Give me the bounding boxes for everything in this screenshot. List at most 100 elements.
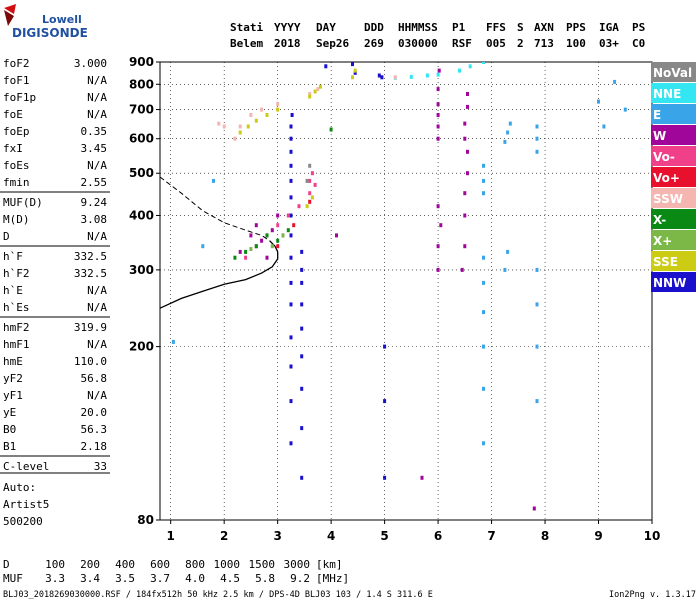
- header-label: AXN: [534, 21, 554, 34]
- echo-point: [238, 249, 242, 254]
- echo-point: [281, 233, 285, 238]
- echo-point: [377, 73, 381, 78]
- echo-point: [503, 267, 507, 272]
- logo: Lowell DIGISONDE: [4, 4, 88, 40]
- echo-point: [436, 204, 440, 209]
- echo-point: [436, 87, 440, 92]
- echo-point: [244, 249, 248, 254]
- echo-point: [335, 233, 338, 238]
- profile-layer: [160, 176, 279, 309]
- echo-point: [463, 121, 467, 126]
- echo-point: [289, 399, 293, 404]
- echo-point: [436, 124, 440, 129]
- echo-point: [300, 354, 304, 359]
- legend-swatch: [651, 125, 696, 145]
- legend-label: X+: [653, 234, 672, 248]
- echo-point: [436, 102, 440, 107]
- plot-area: 1 2 3 4 5 6 7 8 9 10 80 200 300 400 500 600 700 800 900: [129, 55, 660, 543]
- header-value: Sep26: [316, 37, 349, 50]
- echo-point: [436, 136, 440, 141]
- muf-d-unit: [km]: [316, 558, 343, 571]
- footer-file-info: BLJ03_2018269030000.RSF / 184fx512h 50 k…: [3, 590, 433, 600]
- header-value: 713: [534, 37, 554, 50]
- x-tick-label: 3: [273, 529, 281, 543]
- header-label: Stati: [230, 21, 263, 34]
- param-value: 110.0: [74, 355, 107, 368]
- echo-point: [463, 244, 467, 249]
- header-label: PS: [632, 21, 645, 34]
- legend-swatch: [651, 209, 696, 229]
- param-value: N/A: [87, 338, 107, 351]
- muf-distance: 200: [80, 558, 100, 571]
- echo-point: [300, 475, 304, 480]
- auto-scaling-info: Auto: Artist5 500200: [3, 481, 49, 528]
- echo-point: [289, 441, 293, 446]
- param-value: N/A: [87, 108, 107, 121]
- echo-point: [602, 124, 606, 129]
- x-tick-label: 1: [167, 529, 175, 543]
- footer-version: Ion2Png v. 1.3.17: [609, 590, 696, 600]
- y-tick-label: 500: [129, 166, 154, 180]
- echo-point: [316, 87, 320, 92]
- echo-point: [463, 191, 467, 196]
- echo-point: [535, 267, 539, 272]
- x-tick-label: 6: [434, 529, 442, 543]
- echo-point: [468, 64, 472, 69]
- muf-distance: 800: [185, 558, 205, 571]
- echo-point: [300, 267, 304, 272]
- y-tick-label: 700: [129, 103, 154, 117]
- echo-point: [466, 171, 469, 176]
- muf-frequency: 4.0: [185, 572, 205, 585]
- echo-point: [463, 213, 467, 218]
- muf-frequency: 3.4: [80, 572, 100, 585]
- auto-name: Artist5: [3, 498, 49, 511]
- echo-point: [482, 386, 485, 391]
- legend-label: NNW: [653, 276, 686, 290]
- legend-swatch: [651, 188, 696, 208]
- echo-point: [265, 233, 269, 238]
- param-value: N/A: [87, 230, 107, 243]
- param-name: foEp: [3, 125, 30, 138]
- echo-point: [289, 149, 293, 154]
- echo-point: [201, 244, 205, 249]
- x-tick-label: 9: [594, 529, 602, 543]
- logo-line1: Lowell: [42, 13, 82, 26]
- echo-point: [535, 149, 539, 154]
- echo-point: [506, 130, 510, 135]
- echo-point: [300, 426, 304, 431]
- muf-m-label: MUF: [3, 572, 23, 585]
- legend: NoVal NNE EW Vo- Vo+ SSW X- X+ SSE NNW: [651, 62, 696, 292]
- muf-distance: 1000: [214, 558, 241, 571]
- y-tick-label: 400: [129, 208, 154, 222]
- header-value: C0: [632, 37, 645, 50]
- header-label: DAY: [316, 21, 336, 34]
- param-name: hmF1: [3, 338, 30, 351]
- auto-label: Auto:: [3, 481, 36, 494]
- legend-swatch: [651, 230, 696, 250]
- param-value: N/A: [87, 74, 107, 87]
- header-value: Belem: [230, 37, 263, 50]
- x-tick-label: 8: [541, 529, 549, 543]
- echo-point: [383, 399, 387, 404]
- echo-point: [329, 127, 333, 132]
- param-value: N/A: [87, 159, 107, 172]
- param-value: 56.8: [81, 372, 108, 385]
- legend-label: SSE: [653, 255, 678, 269]
- param-value: 319.9: [74, 321, 107, 334]
- param-value: 20.0: [81, 406, 108, 419]
- echo-point: [265, 255, 269, 260]
- echo-point: [270, 228, 274, 233]
- header-values: Belem 2018 Sep26 269 030000 RSF 005 2 713 100 03+ C…: [230, 37, 645, 50]
- echo-point: [289, 163, 293, 168]
- echo-point: [217, 121, 221, 126]
- header-label: IGA: [599, 21, 619, 34]
- legend-label: SSW: [653, 192, 683, 206]
- echo-point: [409, 74, 413, 79]
- param-name: fxI: [3, 142, 23, 155]
- header-label: PPS: [566, 21, 586, 34]
- header-value: 269: [364, 37, 384, 50]
- echo-point: [439, 223, 443, 228]
- header-label: P1: [452, 21, 466, 34]
- echo-point: [351, 62, 354, 67]
